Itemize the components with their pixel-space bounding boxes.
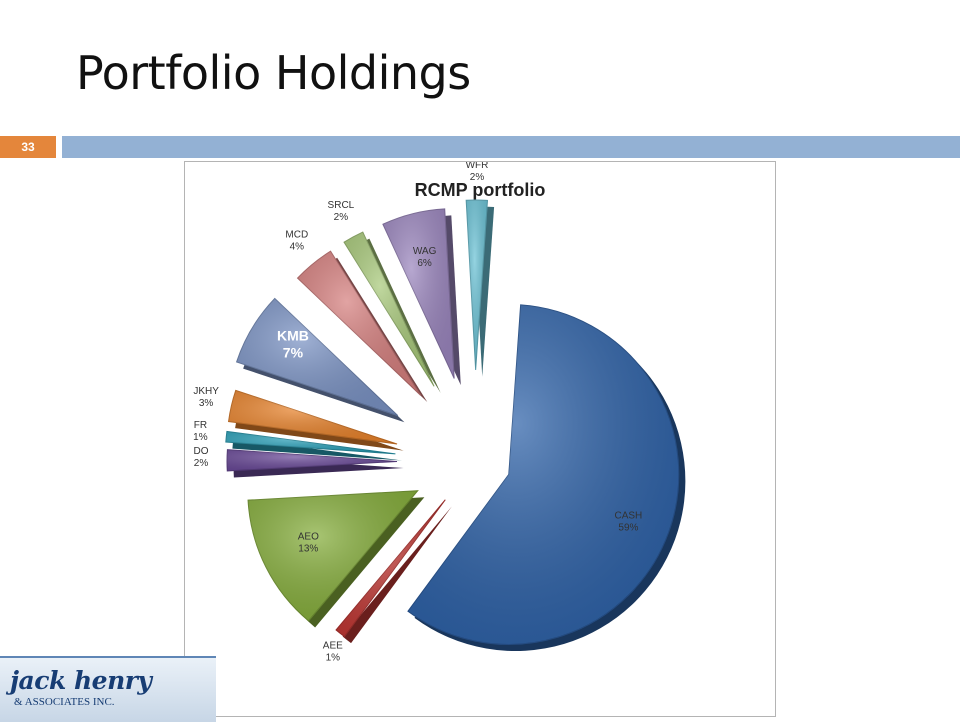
slice-label-srcl: SRCL bbox=[328, 200, 355, 211]
slice-gloss-mcd bbox=[297, 251, 421, 396]
slice-gloss-aee bbox=[336, 499, 446, 637]
slice-label-wfr: WFR bbox=[466, 162, 489, 171]
slice-percent-aeo: 13% bbox=[298, 544, 318, 555]
chart-title: RCMP portfolio bbox=[415, 180, 546, 200]
slice-label-jkhy: JKHY bbox=[193, 386, 219, 397]
pie-chart: RCMP portfolio CASH59%AEE1%AEO13%DO2%FR1… bbox=[193, 162, 686, 664]
slice-percent-srcl: 2% bbox=[334, 212, 349, 223]
slice-gloss-wag bbox=[382, 208, 455, 379]
slice-label-kmb: KMB bbox=[277, 328, 309, 344]
chart-frame: RCMP portfolio CASH 59% AEE 1% AEO 13% DO 2% FR 1… bbox=[184, 161, 776, 717]
slice-gloss-wfr bbox=[466, 200, 488, 371]
slice-percent-mcd: 4% bbox=[290, 242, 305, 253]
slice-percent-jkhy: 3% bbox=[199, 398, 214, 409]
slice-percent-wag: 6% bbox=[417, 258, 432, 269]
slice-label-cash: CASH bbox=[615, 511, 643, 522]
slide-number: 33 bbox=[0, 136, 56, 158]
logo-name: jack henry bbox=[10, 666, 152, 695]
slice-label-mcd: MCD bbox=[285, 230, 308, 241]
slice-percent-aee: 1% bbox=[326, 653, 341, 664]
slice-percent-do: 2% bbox=[194, 458, 209, 469]
slice-label-wag: WAG bbox=[413, 246, 437, 257]
slice-gloss-jkhy bbox=[228, 390, 398, 445]
slice-percent-fr: 1% bbox=[193, 432, 208, 443]
slide-title: Portfolio Holdings bbox=[76, 46, 471, 100]
slice-label-do: DO bbox=[194, 446, 209, 457]
slice-percent-kmb: 7% bbox=[283, 345, 304, 361]
company-logo: jack henry & ASSOCIATES INC. bbox=[0, 656, 216, 722]
slice-percent-wfr: 2% bbox=[470, 172, 485, 183]
slice-gloss-srcl bbox=[344, 232, 435, 387]
slice-label-aee: AEE bbox=[323, 641, 343, 652]
slice-gloss-do bbox=[227, 449, 398, 471]
header-bar bbox=[62, 136, 960, 158]
slice-label-aeo: AEO bbox=[298, 532, 319, 543]
slice-gloss-aeo bbox=[248, 490, 418, 621]
slice-gloss-cash bbox=[407, 304, 679, 645]
slice-depth-aee bbox=[342, 506, 452, 644]
slice-percent-cash: 59% bbox=[618, 523, 638, 534]
logo-subtext: & ASSOCIATES INC. bbox=[14, 696, 115, 708]
slice-gloss-fr bbox=[225, 431, 396, 454]
slice-gloss-kmb bbox=[236, 298, 398, 416]
slice-label-fr: FR bbox=[194, 420, 207, 431]
